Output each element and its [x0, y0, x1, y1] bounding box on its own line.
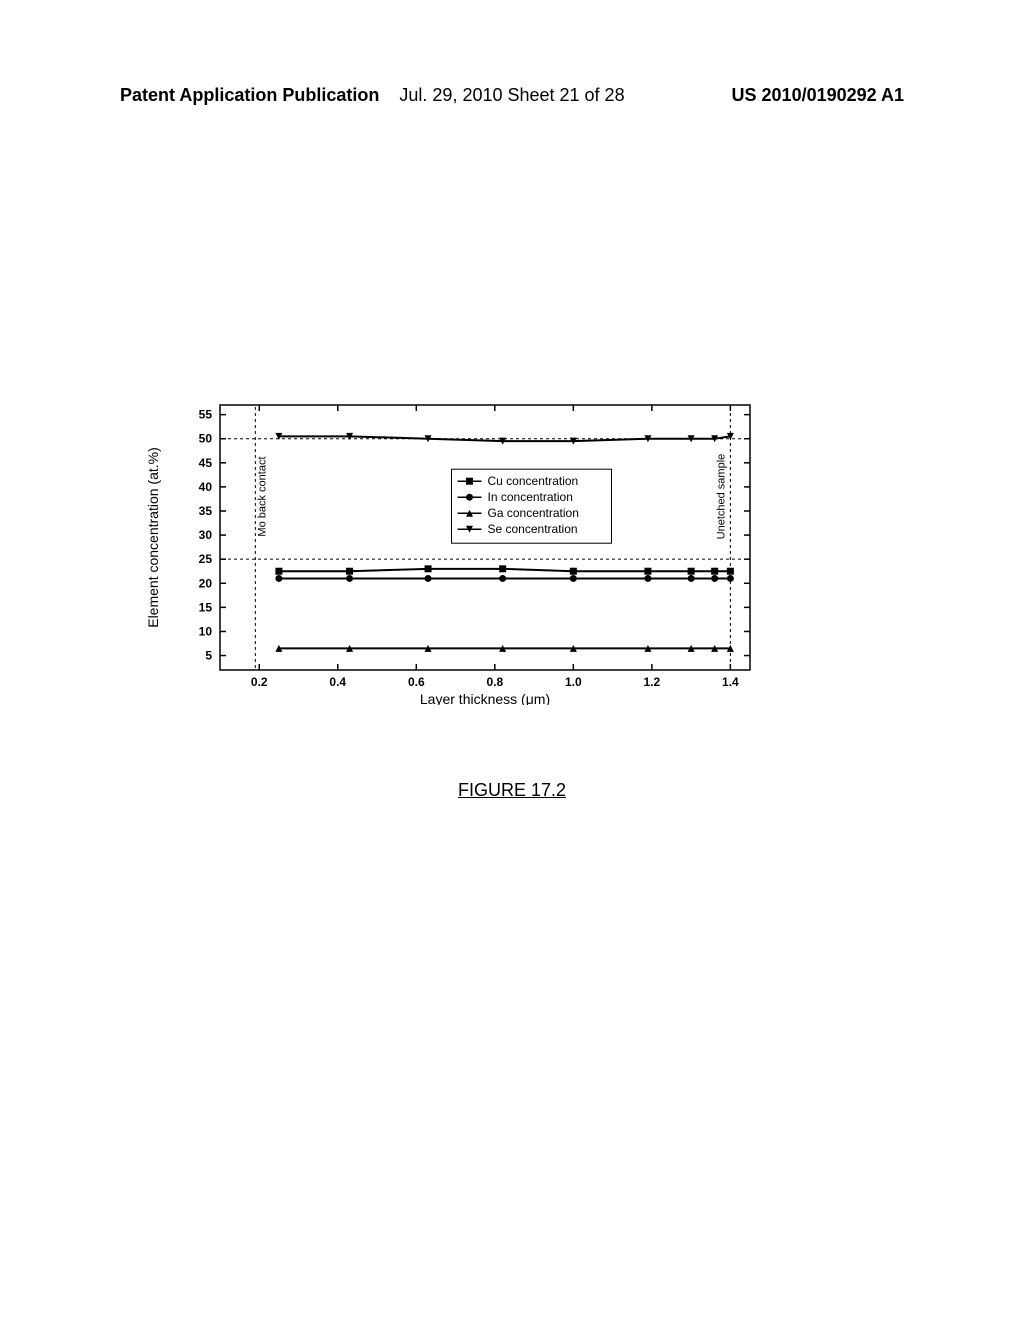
header-right: US 2010/0190292 A1 [732, 85, 904, 106]
svg-text:5: 5 [205, 649, 212, 663]
header-left: Patent Application Publication [120, 85, 379, 106]
svg-text:0.4: 0.4 [329, 675, 346, 689]
header-center: Jul. 29, 2010 Sheet 21 of 28 [399, 85, 624, 106]
svg-text:Cu concentration: Cu concentration [488, 474, 579, 488]
svg-text:15: 15 [199, 600, 213, 614]
svg-text:50: 50 [199, 432, 213, 446]
svg-text:1.4: 1.4 [722, 675, 739, 689]
svg-text:25: 25 [199, 552, 213, 566]
svg-text:1.2: 1.2 [644, 675, 661, 689]
svg-text:10: 10 [199, 624, 213, 638]
svg-text:40: 40 [199, 480, 213, 494]
svg-text:1.0: 1.0 [565, 675, 582, 689]
svg-text:0.8: 0.8 [486, 675, 503, 689]
svg-text:45: 45 [199, 456, 213, 470]
svg-text:20: 20 [199, 576, 213, 590]
figure-title: FIGURE 17.2 [458, 780, 566, 801]
chart-svg: 5 10 15 20 25 30 35 40 45 50 55 0.2 0.4 0.6 0.8 1.0 1.2 1… [140, 395, 765, 705]
svg-text:Se concentration: Se concentration [488, 522, 578, 536]
page-header: Patent Application Publication Jul. 29, … [0, 85, 1024, 106]
svg-text:In concentration: In concentration [488, 490, 573, 504]
svg-text:Element concentration (at.%): Element concentration (at.%) [145, 447, 161, 628]
svg-text:0.6: 0.6 [408, 675, 425, 689]
chart-container: 5 10 15 20 25 30 35 40 45 50 55 0.2 0.4 0.6 0.8 1.0 1.2 1… [140, 395, 765, 705]
svg-text:Ga concentration: Ga concentration [488, 506, 579, 520]
svg-text:Mo back contact: Mo back contact [256, 456, 268, 536]
svg-text:Layer thickness (μm): Layer thickness (μm) [420, 691, 550, 705]
svg-text:55: 55 [199, 408, 213, 422]
svg-text:35: 35 [199, 504, 213, 518]
svg-text:Unetched sample: Unetched sample [715, 454, 727, 540]
svg-text:30: 30 [199, 528, 213, 542]
svg-text:0.2: 0.2 [251, 675, 268, 689]
